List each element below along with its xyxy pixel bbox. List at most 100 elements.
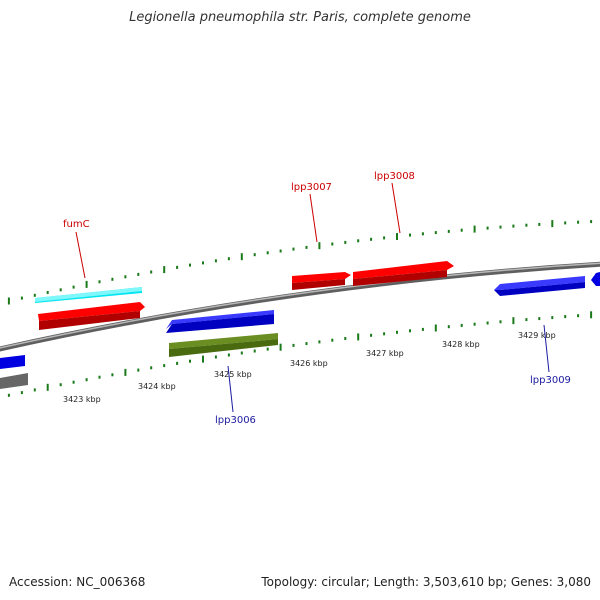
inner-tick-10 <box>124 368 127 376</box>
inner-tick-32 <box>409 329 411 333</box>
tick-label-3425: 3425 kbp <box>214 370 252 379</box>
leader-lpp3008 <box>391 182 401 234</box>
outer-tick-21 <box>266 251 269 255</box>
feature-left-rev <box>0 355 25 369</box>
outer-tick-20 <box>253 253 256 257</box>
tick-label-3428: 3428 kbp <box>442 340 480 349</box>
outer-tick-19 <box>240 253 243 261</box>
accession-text: Accession: NC_006368 <box>9 575 146 589</box>
feature-lpp3008-shade <box>353 270 447 286</box>
outer-tick-10 <box>124 275 127 279</box>
feature-fumC-gene-shade <box>39 311 140 330</box>
inner-tick-21 <box>266 347 269 351</box>
outer-tick-29 <box>370 237 373 241</box>
gene-label-lpp3007: lpp3007 <box>291 182 332 193</box>
feature-lpp3007-shade <box>292 279 345 290</box>
inner-tick-3 <box>33 388 36 392</box>
outer-tick-33 <box>421 232 424 236</box>
outer-tick-27 <box>344 240 347 244</box>
inner-tick-29 <box>370 333 373 337</box>
outer-tick-4 <box>46 291 49 294</box>
outer-tick-43 <box>551 220 554 228</box>
outer-tick-ring <box>7 220 593 305</box>
outer-tick-5 <box>59 288 62 292</box>
outer-tick-6 <box>72 285 75 289</box>
outer-tick-31 <box>396 233 398 240</box>
feature-left-other <box>0 373 28 389</box>
inner-tick-2 <box>20 391 23 395</box>
outer-tick-2 <box>20 296 23 300</box>
inner-tick-33 <box>421 327 424 331</box>
outer-tick-3 <box>33 293 36 297</box>
outer-tick-17 <box>214 259 217 263</box>
feature-fumC-trna-top <box>35 287 142 302</box>
inner-tick-38 <box>486 321 489 325</box>
outer-tick-45 <box>577 220 580 224</box>
outer-tick-44 <box>564 221 567 225</box>
inner-tick-20 <box>253 349 256 353</box>
outer-tick-23 <box>292 247 295 251</box>
tick-label-3429: 3429 kbp <box>518 331 556 340</box>
outer-tick-26 <box>331 242 334 246</box>
feature-right-edge-rev <box>591 272 600 286</box>
inner-tick-9 <box>111 373 114 377</box>
gene-label-lpp3009: lpp3009 <box>530 375 571 386</box>
inner-tick-42 <box>538 317 541 321</box>
inner-tick-41 <box>525 318 528 322</box>
inner-tick-43 <box>551 316 554 320</box>
feature-lpp3009-rev-shade <box>494 282 585 296</box>
inner-tick-39 <box>499 320 502 324</box>
outer-tick-30 <box>383 236 386 240</box>
inner-tick-30 <box>383 332 386 336</box>
inner-tick-7 <box>85 378 88 382</box>
outer-tick-42 <box>538 222 541 226</box>
outer-tick-7 <box>85 280 88 288</box>
inner-tick-12 <box>150 366 153 370</box>
inner-tick-44 <box>564 315 567 319</box>
inner-tick-34 <box>434 324 437 332</box>
inner-tick-27 <box>344 337 347 340</box>
inner-tick-35 <box>447 325 450 329</box>
outer-tick-8 <box>98 280 101 284</box>
outer-tick-1 <box>7 297 10 305</box>
gene-label-lpp3006: lpp3006 <box>215 415 256 426</box>
outer-tick-22 <box>279 249 282 253</box>
leader-fumC <box>75 231 86 279</box>
outer-tick-13 <box>163 266 166 274</box>
inner-tick-8 <box>98 375 101 379</box>
genome-backbone <box>0 261 600 352</box>
genome-backbone-highlight <box>0 262 600 349</box>
genome-stats-text: Topology: circular; Length: 3,503,610 bp… <box>261 575 591 589</box>
inner-tick-1 <box>7 393 10 397</box>
inner-tick-15 <box>189 359 191 363</box>
outer-tick-11 <box>137 272 140 276</box>
tick-label-3424: 3424 kbp <box>138 382 176 391</box>
feature-lpp3006-rrna <box>169 333 278 349</box>
inner-tick-16 <box>202 355 204 363</box>
inner-tick-22 <box>279 343 282 351</box>
outer-tick-32 <box>409 233 411 237</box>
inner-tick-5 <box>59 383 62 387</box>
outer-tick-41 <box>525 223 528 227</box>
outer-tick-9 <box>111 277 114 281</box>
outer-tick-34 <box>434 231 437 235</box>
outer-tick-39 <box>499 225 502 229</box>
feature-lpp3006-rrna-shade <box>169 339 278 357</box>
feature-lpp3006-rev <box>166 310 274 329</box>
outer-tick-36 <box>460 228 463 232</box>
outer-tick-24 <box>305 245 308 249</box>
tick-label-3426: 3426 kbp <box>290 359 328 368</box>
outer-tick-35 <box>447 229 450 233</box>
inner-tick-18 <box>227 353 230 357</box>
outer-tick-14 <box>176 265 179 269</box>
tick-label-3423: 3423 kbp <box>63 395 101 404</box>
outer-tick-46 <box>590 220 593 224</box>
outer-tick-37 <box>473 225 476 233</box>
inner-tick-46 <box>590 311 593 319</box>
outer-tick-28 <box>357 239 360 243</box>
outer-tick-18 <box>227 257 230 261</box>
inner-tick-13 <box>163 364 166 368</box>
inner-tick-6 <box>72 380 75 384</box>
feature-lpp3009-rev <box>494 276 585 290</box>
